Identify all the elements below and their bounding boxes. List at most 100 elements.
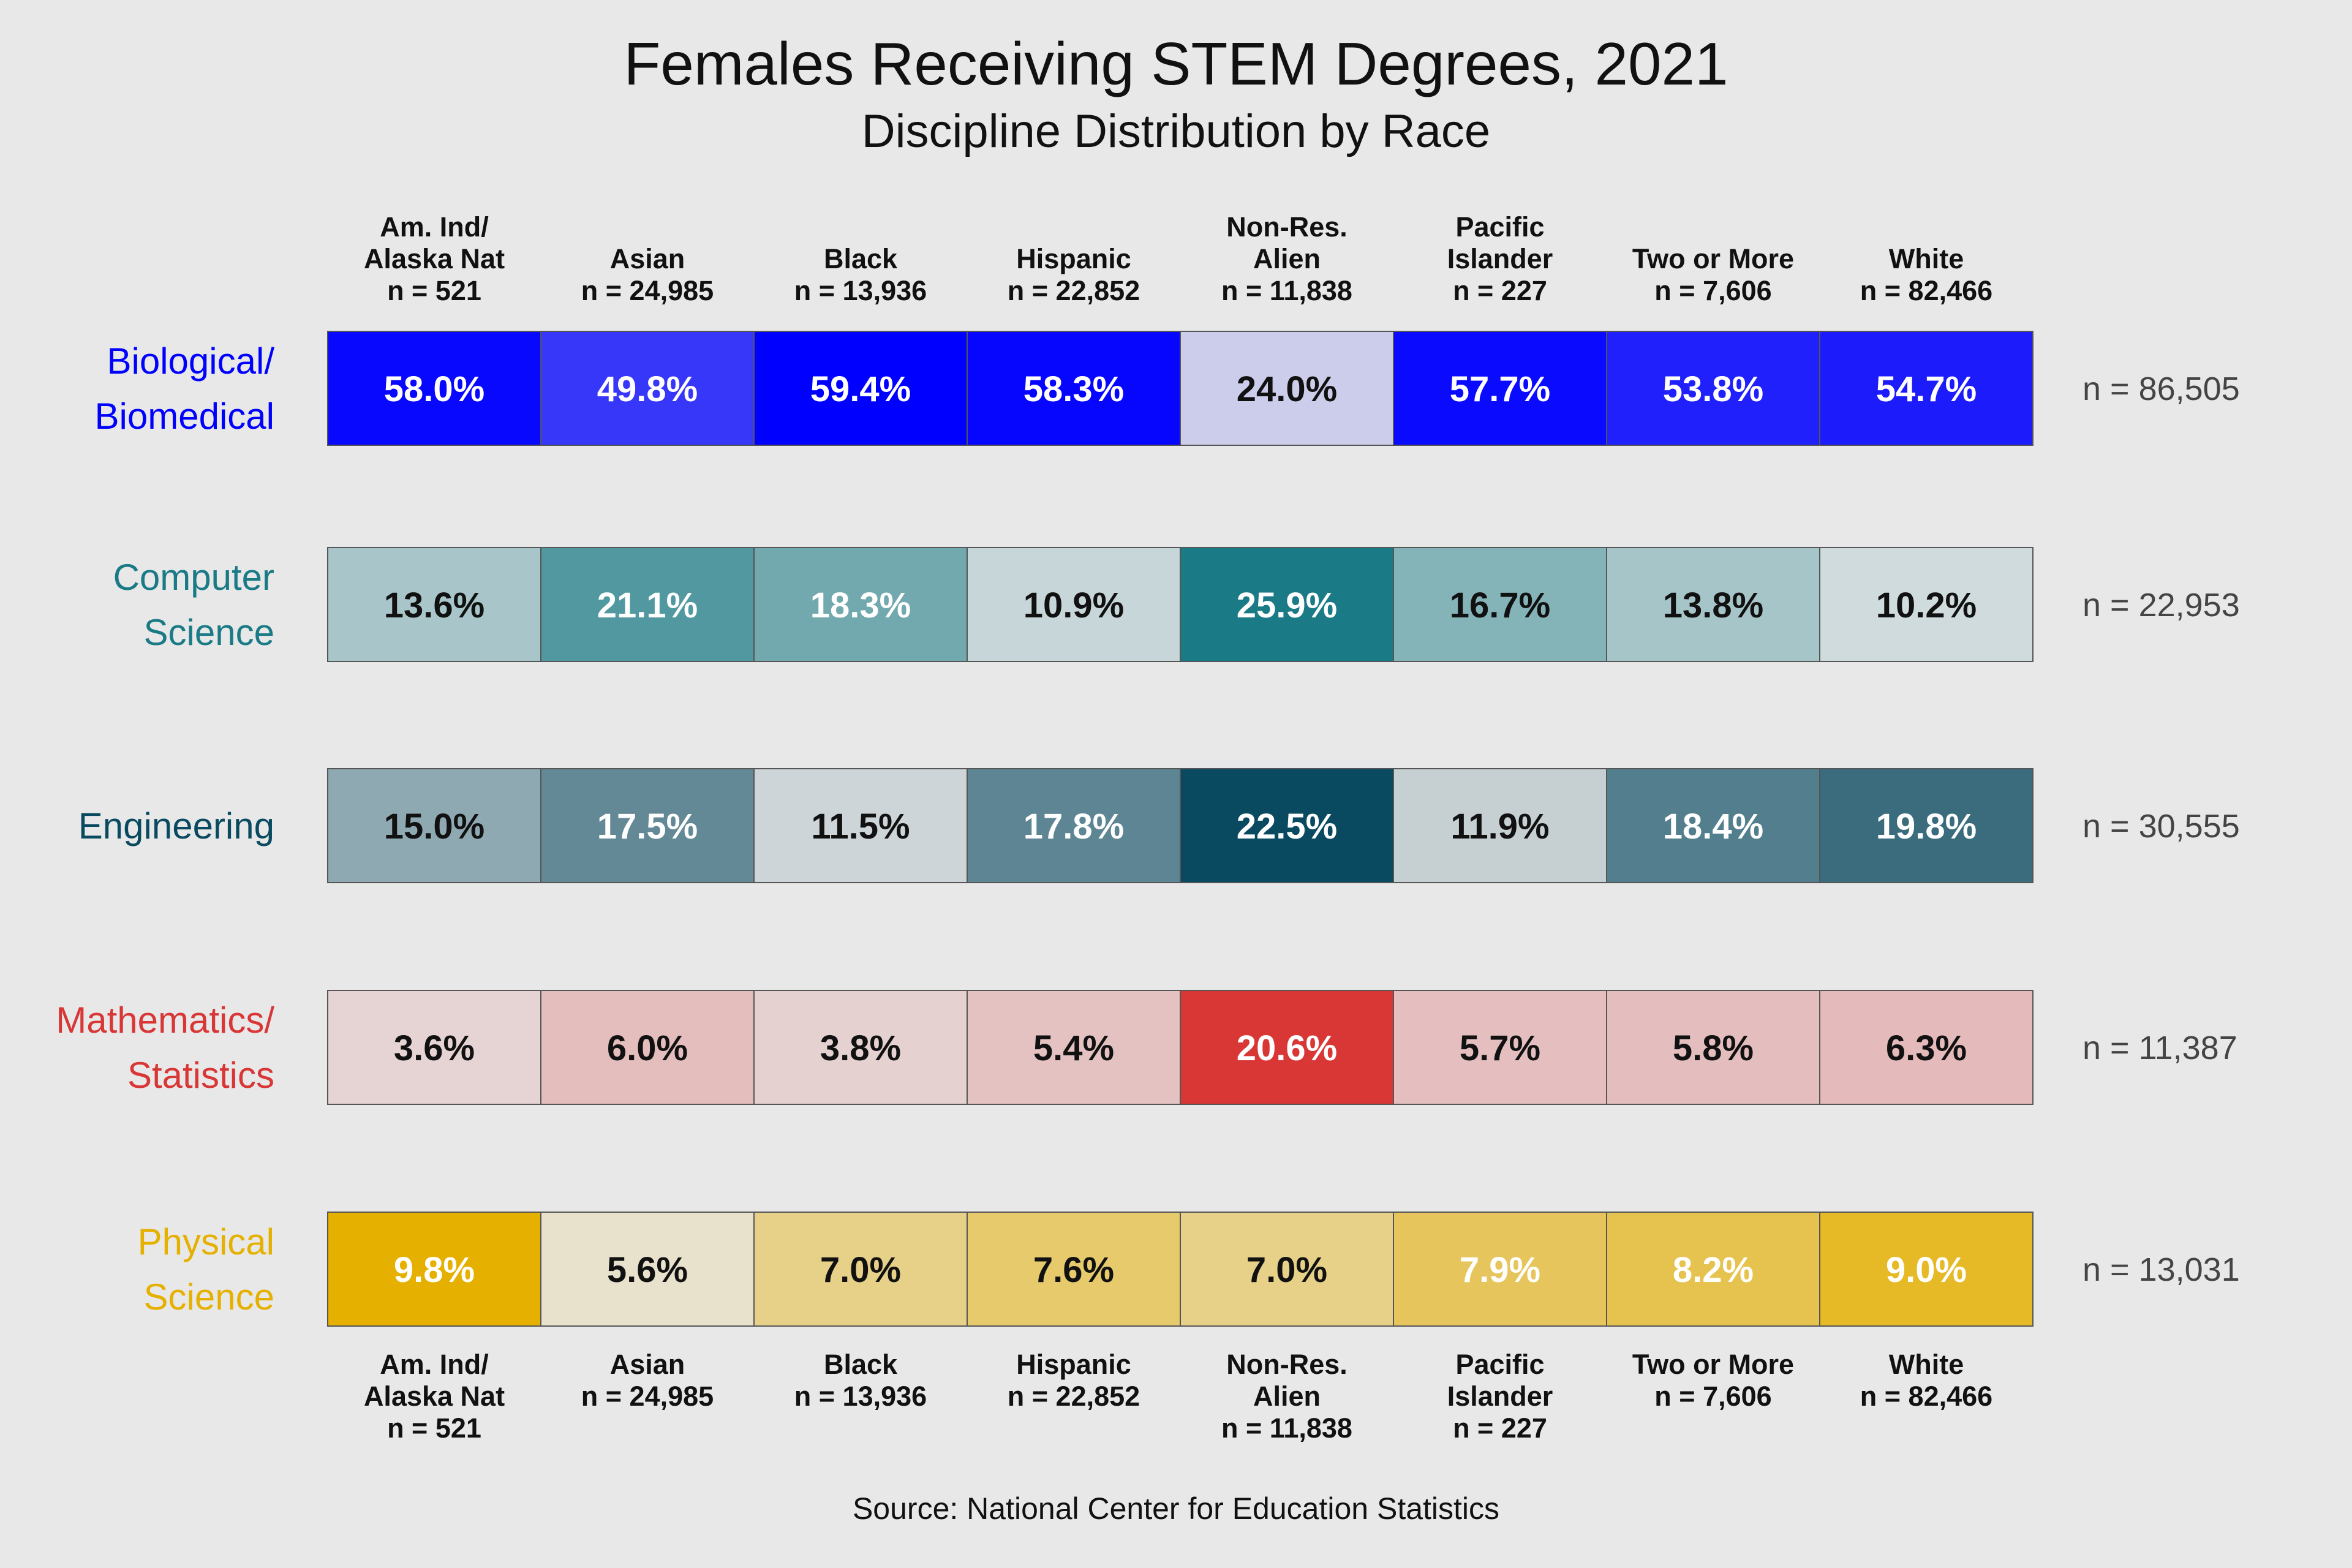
heatmap-cell	[967, 331, 1181, 446]
heatmap-cell	[327, 990, 541, 1105]
cell-value-label: 49.8%	[597, 369, 698, 409]
column-header-bottom-line: n = 521	[387, 1412, 481, 1444]
column-header-top-line: Hispanic	[1016, 243, 1131, 274]
column-header-top-line: n = 13,936	[794, 275, 927, 306]
column-header-bottom-line: n = 13,936	[794, 1381, 927, 1412]
heatmap-cell	[1606, 547, 1820, 662]
heatmap-cell	[753, 990, 968, 1105]
row-label-line: Mathematics/	[56, 1000, 274, 1041]
column-header-bottom-line: Alien	[1253, 1381, 1321, 1412]
column-header-bottom-line: Asian	[610, 1349, 685, 1380]
cell-value-label: 18.3%	[810, 586, 911, 625]
cell-value-label: 11.9%	[1450, 807, 1549, 846]
column-header-top-line: White	[1889, 243, 1964, 274]
column-header-top-line: Alien	[1253, 243, 1321, 274]
column-header-bottom-line: n = 11,838	[1221, 1412, 1352, 1444]
column-header-top-line: Non-Res.	[1226, 211, 1348, 243]
column-header-top-line: Black	[824, 243, 898, 274]
row-total-label: n = 22,953	[2082, 587, 2240, 624]
row-label-line: Engineering	[78, 805, 274, 846]
heatmap-cell	[540, 1212, 755, 1327]
cell-value-label: 5.6%	[607, 1250, 688, 1290]
column-header-top-line: Alaska Nat	[364, 243, 505, 274]
cell-value-label: 54.7%	[1876, 369, 1977, 409]
row-total-label: n = 30,555	[2082, 808, 2240, 845]
column-header-bottom-line: Hispanic	[1016, 1349, 1131, 1380]
cell-value-label: 3.6%	[394, 1028, 475, 1068]
heatmap-cell	[1393, 331, 1607, 446]
heatmap-cell	[1180, 1212, 1394, 1327]
heatmap-cell	[1606, 1212, 1820, 1327]
heatmap-cell	[967, 1212, 1181, 1327]
cell-value-label: 5.4%	[1033, 1028, 1114, 1068]
row-label-line: Science	[144, 1276, 274, 1317]
cell-value-label: 7.0%	[1246, 1250, 1327, 1290]
row-total-label: n = 86,505	[2082, 371, 2240, 407]
cell-value-label: 7.0%	[820, 1250, 901, 1290]
row-label-line: Biomedical	[95, 396, 274, 437]
heatmap-cell	[967, 547, 1181, 662]
cell-value-label: 22.5%	[1237, 807, 1337, 846]
cell-value-label: 24.0%	[1237, 369, 1337, 409]
cell-value-label: 18.4%	[1663, 807, 1763, 846]
heatmap-cell	[1819, 768, 2034, 883]
cell-value-label: 7.6%	[1033, 1250, 1114, 1290]
cell-value-label: 16.7%	[1450, 586, 1550, 625]
cell-value-label: 10.9%	[1023, 586, 1124, 625]
column-header-top-line: n = 227	[1453, 275, 1547, 306]
cell-value-label: 17.5%	[597, 807, 698, 846]
column-header-bottom-line: Non-Res.	[1226, 1349, 1348, 1380]
heatmap-cell	[753, 768, 968, 883]
row-total-label: n = 13,031	[2082, 1251, 2240, 1288]
column-header-top-line: n = 24,985	[581, 275, 714, 306]
cell-value-label: 3.8%	[820, 1028, 901, 1068]
column-header-bottom-line: Two or More	[1632, 1349, 1794, 1380]
cell-value-label: 10.2%	[1876, 586, 1977, 625]
cell-value-label: 58.3%	[1023, 369, 1124, 409]
heatmap-row: Biological/Biomedical 58.0% 49.8% 59.4% 58.3…	[95, 331, 2240, 446]
column-header-top-line: n = 82,466	[1860, 275, 1992, 306]
heatmap-row: Engineering 15.0% 17.5% 11.5% 17.8% 22.5% 11.9…	[78, 768, 2240, 883]
cell-value-label: 13.6%	[384, 586, 484, 625]
heatmap-cell	[540, 547, 755, 662]
cell-value-label: 13.8%	[1663, 586, 1763, 625]
chart-subtitle: Discipline Distribution by Race	[862, 105, 1490, 157]
heatmap-cell	[327, 768, 541, 883]
heatmap-cell	[540, 331, 755, 446]
column-header-bottom-line: Pacific	[1455, 1349, 1544, 1380]
cell-value-label: 6.3%	[1886, 1028, 1967, 1068]
cell-value-label: 21.1%	[597, 586, 698, 625]
column-header-top-line: n = 11,838	[1221, 275, 1352, 306]
column-header-top-line: n = 521	[387, 275, 481, 306]
cell-value-label: 7.9%	[1460, 1250, 1540, 1290]
column-header-bottom-line: Alaska Nat	[364, 1381, 505, 1412]
column-header-top-line: Am. Ind/	[380, 211, 489, 243]
cell-value-label: 59.4%	[810, 369, 911, 409]
row-label-line: Biological/	[107, 341, 275, 382]
column-header-top-line: n = 7,606	[1654, 275, 1771, 306]
column-header-top-line: Pacific	[1455, 211, 1544, 243]
column-header-bottom-line: Am. Ind/	[380, 1349, 489, 1380]
heatmap-cell	[1393, 768, 1607, 883]
heatmap-row: Mathematics/Statistics 3.6% 6.0% 3.8% 5.4% 20…	[56, 990, 2237, 1105]
cell-value-label: 6.0%	[607, 1028, 688, 1068]
heatmap-cell	[1180, 990, 1394, 1105]
column-header-bottom-line: n = 82,466	[1860, 1381, 1992, 1412]
heatmap-cell	[1819, 990, 2034, 1105]
cell-value-label: 25.9%	[1237, 586, 1337, 625]
heatmap-cell	[1819, 331, 2034, 446]
chart-source: Source: National Center for Education St…	[853, 1491, 1499, 1526]
column-header-bottom-line: n = 22,852	[1008, 1381, 1140, 1412]
column-header-bottom-line: Islander	[1447, 1381, 1553, 1412]
cell-value-label: 58.0%	[384, 369, 484, 409]
cell-value-label: 19.8%	[1876, 807, 1977, 846]
column-header-top-line: Asian	[610, 243, 685, 274]
column-header-bottom-line: n = 227	[1453, 1412, 1547, 1444]
heatmap-cell	[327, 547, 541, 662]
heatmap-cell	[1180, 547, 1394, 662]
heatmap-cell	[1180, 331, 1394, 446]
cell-value-label: 20.6%	[1237, 1028, 1337, 1068]
cell-value-label: 53.8%	[1663, 369, 1763, 409]
